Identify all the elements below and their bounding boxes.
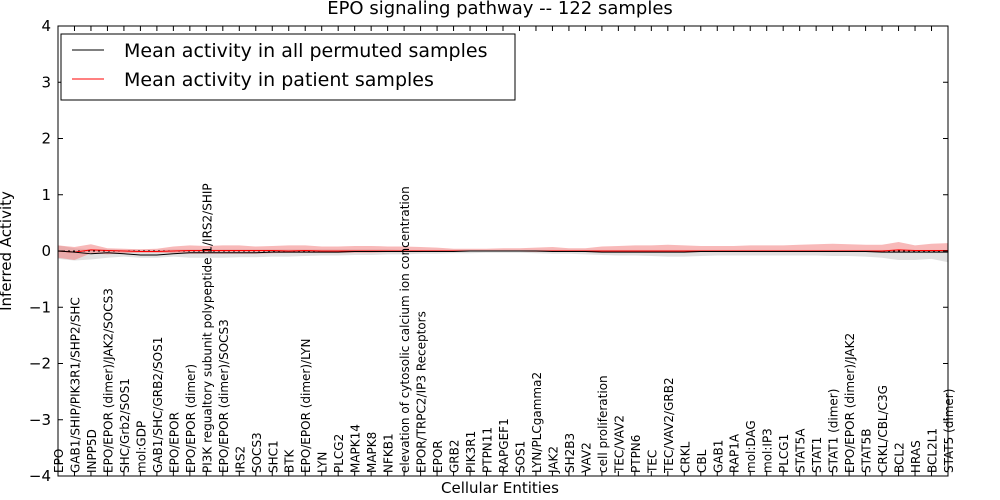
- y-axis-label: Inferred Activity: [0, 191, 15, 311]
- line-permuted: [57, 250, 948, 256]
- x-tick-label: BTK: [283, 448, 297, 473]
- x-tick-label: STAT5 (dimer): [942, 389, 956, 473]
- y-tick-label: −4: [29, 467, 51, 485]
- x-tick-label: EPOR/TRPC2/IP3 Receptors: [415, 311, 429, 473]
- legend-label-permuted: Mean activity in all permuted samples: [124, 40, 487, 62]
- x-tick-label: PLCG2: [332, 434, 346, 473]
- y-axis-ticks: −4 −3 −2 −1 0 1 2 3 4: [29, 17, 948, 485]
- x-tick-label: RAPGEF1: [497, 418, 511, 473]
- legend-label-patient: Mean activity in patient samples: [124, 69, 434, 91]
- x-tick-label: cell proliferation: [596, 375, 610, 473]
- chart-title: EPO signaling pathway -- 122 samples: [327, 0, 673, 19]
- y-tick-label: −3: [29, 411, 51, 429]
- y-tick-label: 3: [41, 73, 51, 91]
- x-tick-label: GAB1: [711, 440, 725, 473]
- x-tick-label: STAT5A: [794, 428, 808, 473]
- x-tick-label: EPO/EPOR (dimer)/LYN: [299, 339, 313, 473]
- y-tick-label: −2: [29, 355, 51, 373]
- x-tick-label: GAB1/SHIP/PIK3R1/SHP2/SHC: [68, 297, 82, 473]
- legend: Mean activity in all permuted samples Me…: [60, 33, 516, 101]
- x-tick-label: JAK2: [546, 446, 560, 474]
- x-tick-label: mol:GDP: [134, 421, 148, 473]
- x-tick-label: BCL2L1: [926, 428, 940, 473]
- y-tick-label: 0: [41, 242, 51, 260]
- x-tick-label: GRB2: [448, 439, 462, 473]
- x-tick-label: EPO/EPOR (dimer): [184, 364, 198, 473]
- confidence-bands: [58, 242, 948, 263]
- x-tick-label: TEC/VAV2/GRB2: [662, 377, 676, 474]
- x-tick-label: LYN/PLCgamma2: [530, 372, 544, 473]
- series-lines: [57, 249, 948, 256]
- x-tick-label: IRS2: [233, 446, 247, 473]
- y-tick-label: −1: [29, 298, 51, 316]
- x-tick-label: STAT5B: [860, 429, 874, 474]
- x-tick-label: RAP1A: [728, 433, 742, 473]
- x-tick-label: CRKL: [678, 441, 692, 473]
- x-tick-label: EPO/EPOR (dimer)/SOCS3: [217, 319, 231, 473]
- x-axis-label: Cellular Entities: [441, 479, 559, 497]
- x-tick-label: INPP5D: [85, 429, 99, 473]
- x-tick-label: PTPN11: [481, 427, 495, 473]
- x-tick-label: MAPK8: [365, 432, 379, 473]
- x-tick-label: SOS1: [513, 441, 527, 473]
- x-tick-label: PIK3R1: [464, 431, 478, 473]
- x-tick-label: STAT1 (dimer): [827, 389, 841, 473]
- x-tick-label: EPO: [52, 449, 66, 473]
- x-tick-label: HRAS: [909, 440, 923, 473]
- x-tick-label: NFKB1: [382, 433, 396, 473]
- x-tick-label: SHC/Grb2/SOS1: [118, 378, 132, 473]
- x-tick-label: MAPK14: [349, 424, 363, 473]
- x-tick-label: EPO/EPOR (dimer)/JAK2/SOCS3: [101, 288, 115, 473]
- x-tick-label: SHC1: [266, 440, 280, 473]
- x-tick-label: PI3K regualtory subunit polypeptide 1/IR…: [200, 183, 214, 473]
- x-tick-label: PLCG1: [777, 434, 791, 473]
- x-tick-label: LYN: [316, 452, 330, 473]
- legend-box: [60, 33, 516, 101]
- x-tick-label: EPO/EPOR: [167, 412, 181, 473]
- x-tick-label: mol:IP3: [761, 428, 775, 473]
- x-tick-label: SOCS3: [250, 432, 264, 473]
- x-tick-label: EPOR: [431, 440, 445, 473]
- x-tick-label: EPO/EPOR (dimer)/JAK2: [843, 333, 857, 473]
- plot-frame: [57, 25, 949, 477]
- y-tick-label: 2: [41, 130, 51, 148]
- x-tick-label: PTPN6: [629, 435, 643, 473]
- x-tick-label: GAB1/SHC/GRB2/SOS1: [151, 337, 165, 473]
- x-tick-label: SH2B3: [563, 433, 577, 473]
- x-tick-label: elevation of cytosolic calcium ion conce…: [398, 186, 412, 473]
- x-tick-label: VAV2: [579, 442, 593, 473]
- x-tick-label: TEC: [645, 450, 659, 474]
- x-tick-label: TEC/VAV2: [612, 415, 626, 474]
- y-tick-label: 4: [41, 17, 51, 35]
- x-tick-label: STAT1: [810, 437, 824, 473]
- y-tick-label: 1: [41, 186, 51, 204]
- x-axis-ticks: EPO GAB1/SHIP/PIK3R1/SHP2/SHC INPP5D EPO/EP…: [52, 26, 956, 476]
- x-tick-label: CRKL/CBL/C3G: [876, 385, 890, 473]
- x-tick-label: BCL2: [893, 442, 907, 473]
- x-tick-label: mol:DAG: [744, 420, 758, 473]
- x-tick-label: CBL: [695, 449, 709, 473]
